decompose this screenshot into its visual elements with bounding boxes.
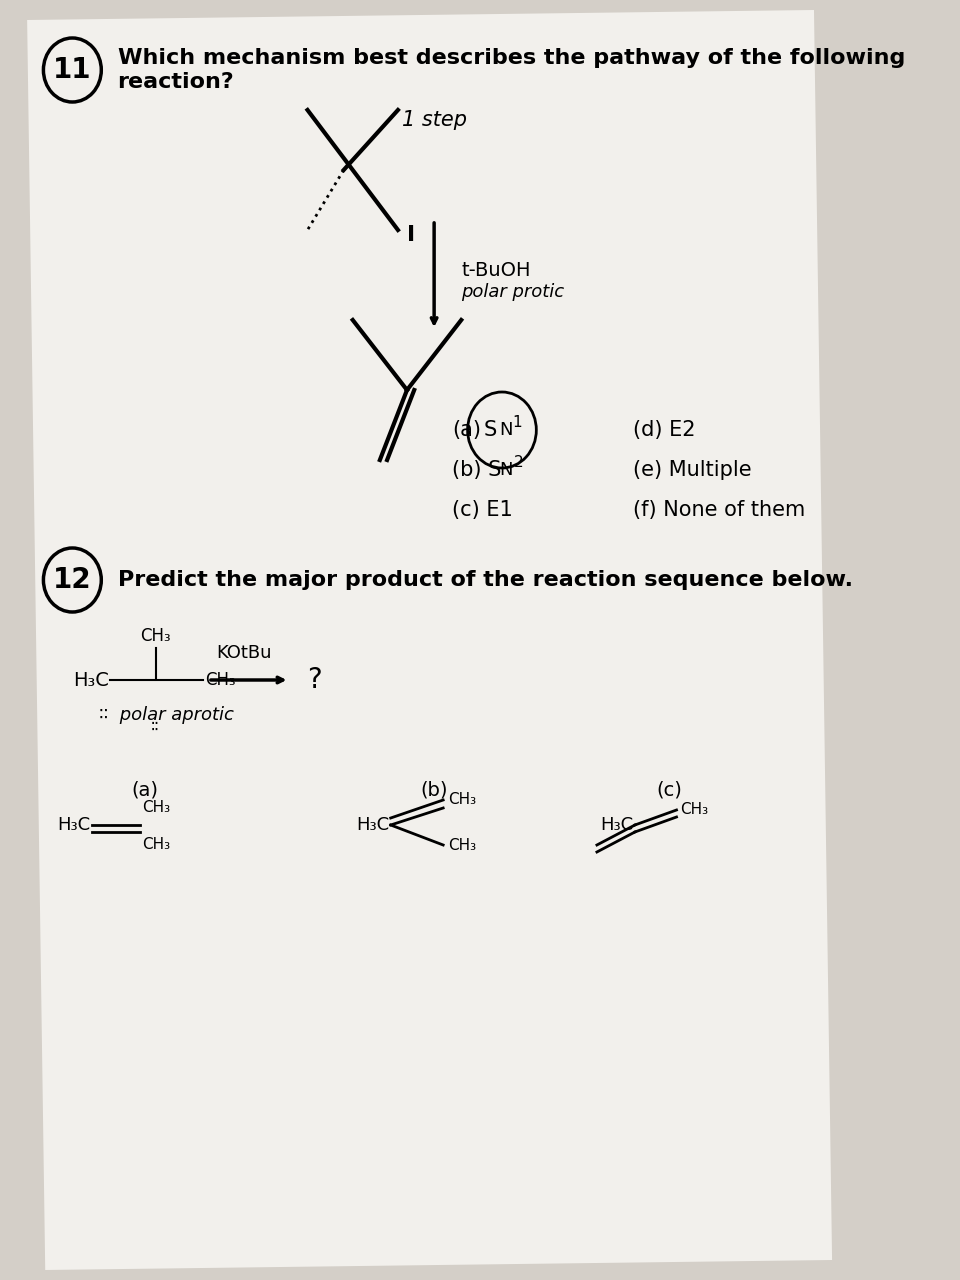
Text: (f) None of them: (f) None of them bbox=[633, 500, 805, 520]
Text: 2: 2 bbox=[514, 454, 523, 470]
Text: (a): (a) bbox=[452, 420, 481, 440]
Text: CH₃: CH₃ bbox=[447, 792, 476, 808]
Text: (e) Multiple: (e) Multiple bbox=[633, 460, 752, 480]
Text: H₃C: H₃C bbox=[600, 817, 633, 835]
Text: 12: 12 bbox=[53, 566, 91, 594]
Text: H₃C: H₃C bbox=[73, 671, 108, 690]
Text: 11: 11 bbox=[53, 56, 91, 84]
Text: N: N bbox=[499, 421, 513, 439]
Text: KOtBu: KOtBu bbox=[216, 644, 272, 662]
Text: ∶∶  polar aprotic: ∶∶ polar aprotic bbox=[100, 707, 234, 724]
Text: (c) E1: (c) E1 bbox=[452, 500, 513, 520]
Text: ?: ? bbox=[307, 666, 323, 694]
Text: Which mechanism best describes the pathway of the following reaction?: Which mechanism best describes the pathw… bbox=[117, 49, 905, 92]
Text: N: N bbox=[499, 461, 513, 479]
Text: (a): (a) bbox=[132, 781, 158, 800]
Text: CH₃: CH₃ bbox=[142, 837, 170, 852]
Text: H₃C: H₃C bbox=[356, 817, 389, 835]
Text: I: I bbox=[407, 225, 415, 244]
Text: CH₃: CH₃ bbox=[142, 800, 170, 815]
Text: (c): (c) bbox=[657, 781, 683, 800]
Text: CH₃: CH₃ bbox=[140, 627, 171, 645]
Text: Predict the major product of the reaction sequence below.: Predict the major product of the reactio… bbox=[117, 570, 852, 590]
Text: 1: 1 bbox=[513, 415, 522, 430]
Text: (d) E2: (d) E2 bbox=[633, 420, 696, 440]
Text: CH₃: CH₃ bbox=[680, 803, 708, 818]
Text: 1 step: 1 step bbox=[401, 110, 467, 131]
Polygon shape bbox=[27, 10, 832, 1270]
Text: ∶∶: ∶∶ bbox=[151, 718, 160, 736]
Text: (b): (b) bbox=[420, 781, 448, 800]
Text: t-BuOH: t-BuOH bbox=[461, 261, 531, 279]
Text: S: S bbox=[484, 420, 497, 440]
Text: H₃C: H₃C bbox=[58, 817, 90, 835]
Text: (b) S: (b) S bbox=[452, 460, 501, 480]
Text: polar protic: polar protic bbox=[461, 283, 564, 301]
Text: CH₃: CH₃ bbox=[205, 671, 236, 689]
Text: CH₃: CH₃ bbox=[447, 837, 476, 852]
